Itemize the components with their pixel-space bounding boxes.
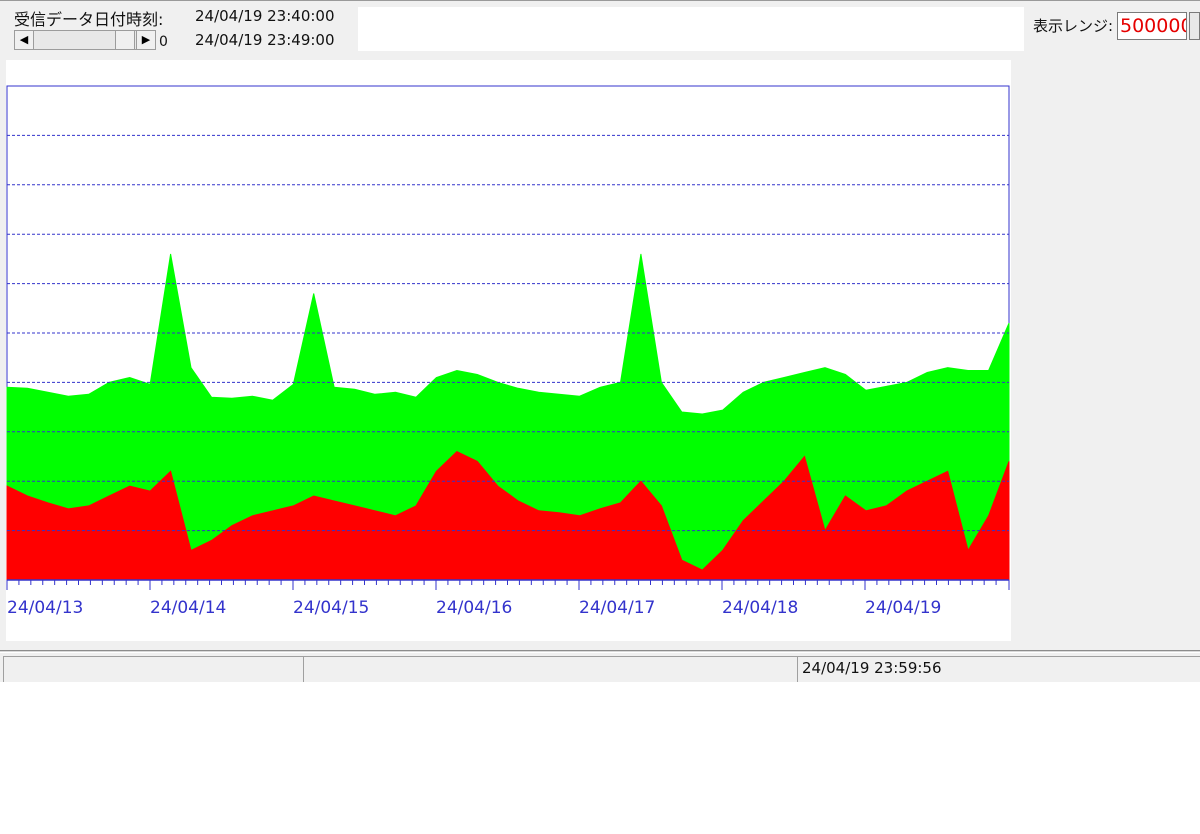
display-range-label: 表示レンジ: bbox=[1033, 17, 1114, 35]
info-panel bbox=[358, 7, 1024, 51]
top-border bbox=[0, 0, 1200, 1]
x-tick-label: 24/04/14 bbox=[150, 598, 226, 618]
start-time-value: 24/04/19 23:40:00 bbox=[195, 7, 335, 25]
x-tick-label: 24/04/16 bbox=[436, 598, 512, 618]
end-time-value: 24/04/19 23:49:00 bbox=[195, 31, 335, 49]
status-panel-3 bbox=[797, 656, 1200, 682]
series-2-area bbox=[6, 450, 1010, 581]
scroll-right-icon[interactable]: ▶ bbox=[136, 31, 155, 49]
range-dropdown-button[interactable] bbox=[1189, 12, 1200, 40]
scroll-value: 0 bbox=[159, 34, 168, 50]
status-panel-2 bbox=[303, 656, 797, 682]
status-timestamp: 24/04/19 23:59:56 bbox=[802, 659, 942, 677]
x-tick-label: 24/04/13 bbox=[7, 598, 83, 618]
x-tick-label: 24/04/15 bbox=[293, 598, 369, 618]
receive-datetime-label: 受信データ日付時刻: bbox=[14, 10, 164, 29]
chart-panel: 24/04/13 24/04/14 24/04/15 24/04/16 24/04/17… bbox=[6, 60, 1011, 641]
x-tick-label: 24/04/18 bbox=[722, 598, 798, 618]
display-range-input[interactable]: 500000 bbox=[1117, 12, 1187, 40]
traffic-area-chart: 24/04/13 24/04/14 24/04/15 24/04/16 24/04/17… bbox=[6, 85, 1010, 618]
scroll-thumb[interactable] bbox=[115, 31, 135, 49]
status-panel-1 bbox=[3, 656, 303, 682]
scroll-left-icon[interactable]: ◀ bbox=[15, 31, 34, 49]
main-window: 受信データ日付時刻: 24/04/19 23:40:00 24/04/19 23… bbox=[0, 0, 1200, 682]
status-separator bbox=[0, 650, 1200, 653]
series-1-area bbox=[6, 253, 1010, 581]
x-tick-label: 24/04/19 bbox=[865, 598, 941, 618]
time-scrollbar[interactable]: ◀ ▶ bbox=[14, 30, 156, 50]
x-tick-label: 24/04/17 bbox=[579, 598, 655, 618]
